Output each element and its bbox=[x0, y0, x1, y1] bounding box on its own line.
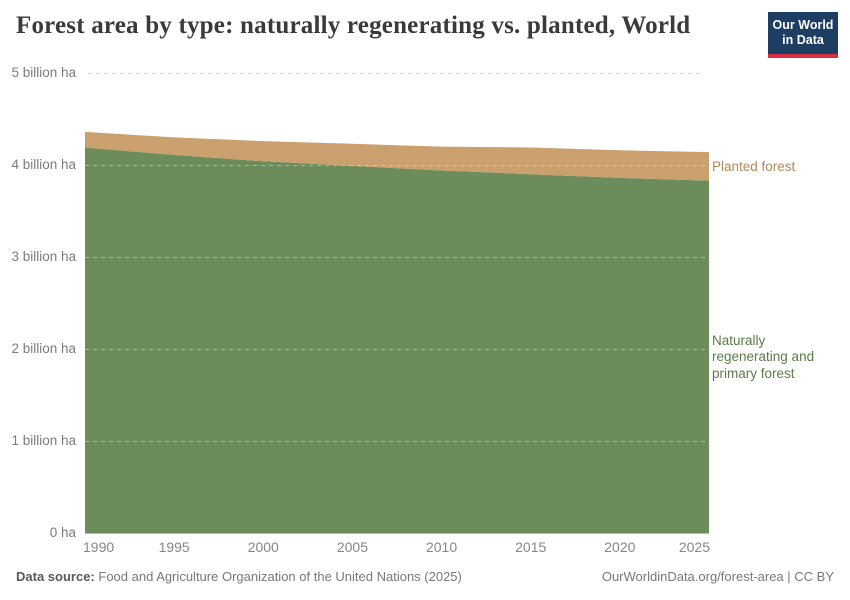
data-source-text: Food and Agriculture Organization of the… bbox=[98, 569, 462, 584]
page-title: Forest area by type: naturally regenerat… bbox=[16, 12, 691, 39]
area-natural[interactable] bbox=[85, 147, 709, 534]
x-tick-label: 2005 bbox=[337, 539, 368, 555]
owid-logo-line1: Our World bbox=[772, 18, 834, 32]
y-tick-label: 3 billion ha bbox=[11, 249, 76, 264]
y-tick-label: 2 billion ha bbox=[11, 341, 76, 356]
data-source-note: Data source: Food and Agriculture Organi… bbox=[16, 569, 462, 584]
planted-forest-label: Planted forest bbox=[712, 159, 796, 174]
area-planted[interactable] bbox=[85, 131, 709, 181]
x-tick-label: 2015 bbox=[515, 539, 546, 555]
y-tick-label: 1 billion ha bbox=[11, 433, 76, 448]
x-tick-label: 1995 bbox=[159, 539, 190, 555]
x-tick-label: 2010 bbox=[426, 539, 457, 555]
x-tick-label: 1990 bbox=[83, 539, 114, 555]
y-tick-label: 5 billion ha bbox=[11, 65, 76, 80]
x-tick-label: 2025 bbox=[679, 539, 710, 555]
data-source-label: Data source: bbox=[16, 569, 95, 584]
natural-forest-label: Naturally regenerating and primary fores… bbox=[712, 333, 815, 381]
credit-link[interactable]: OurWorldinData.org/forest-area | CC BY bbox=[601, 569, 834, 584]
x-tick-label: 2000 bbox=[248, 539, 279, 555]
owid-logo[interactable]: Our World in Data bbox=[768, 12, 838, 58]
owid-logo-red-bar bbox=[768, 53, 838, 58]
owid-logo-line2: in Data bbox=[782, 33, 824, 48]
y-tick-label: 4 billion ha bbox=[11, 157, 76, 172]
x-tick-label: 2020 bbox=[604, 539, 635, 555]
y-tick-label: 0 ha bbox=[50, 525, 77, 540]
